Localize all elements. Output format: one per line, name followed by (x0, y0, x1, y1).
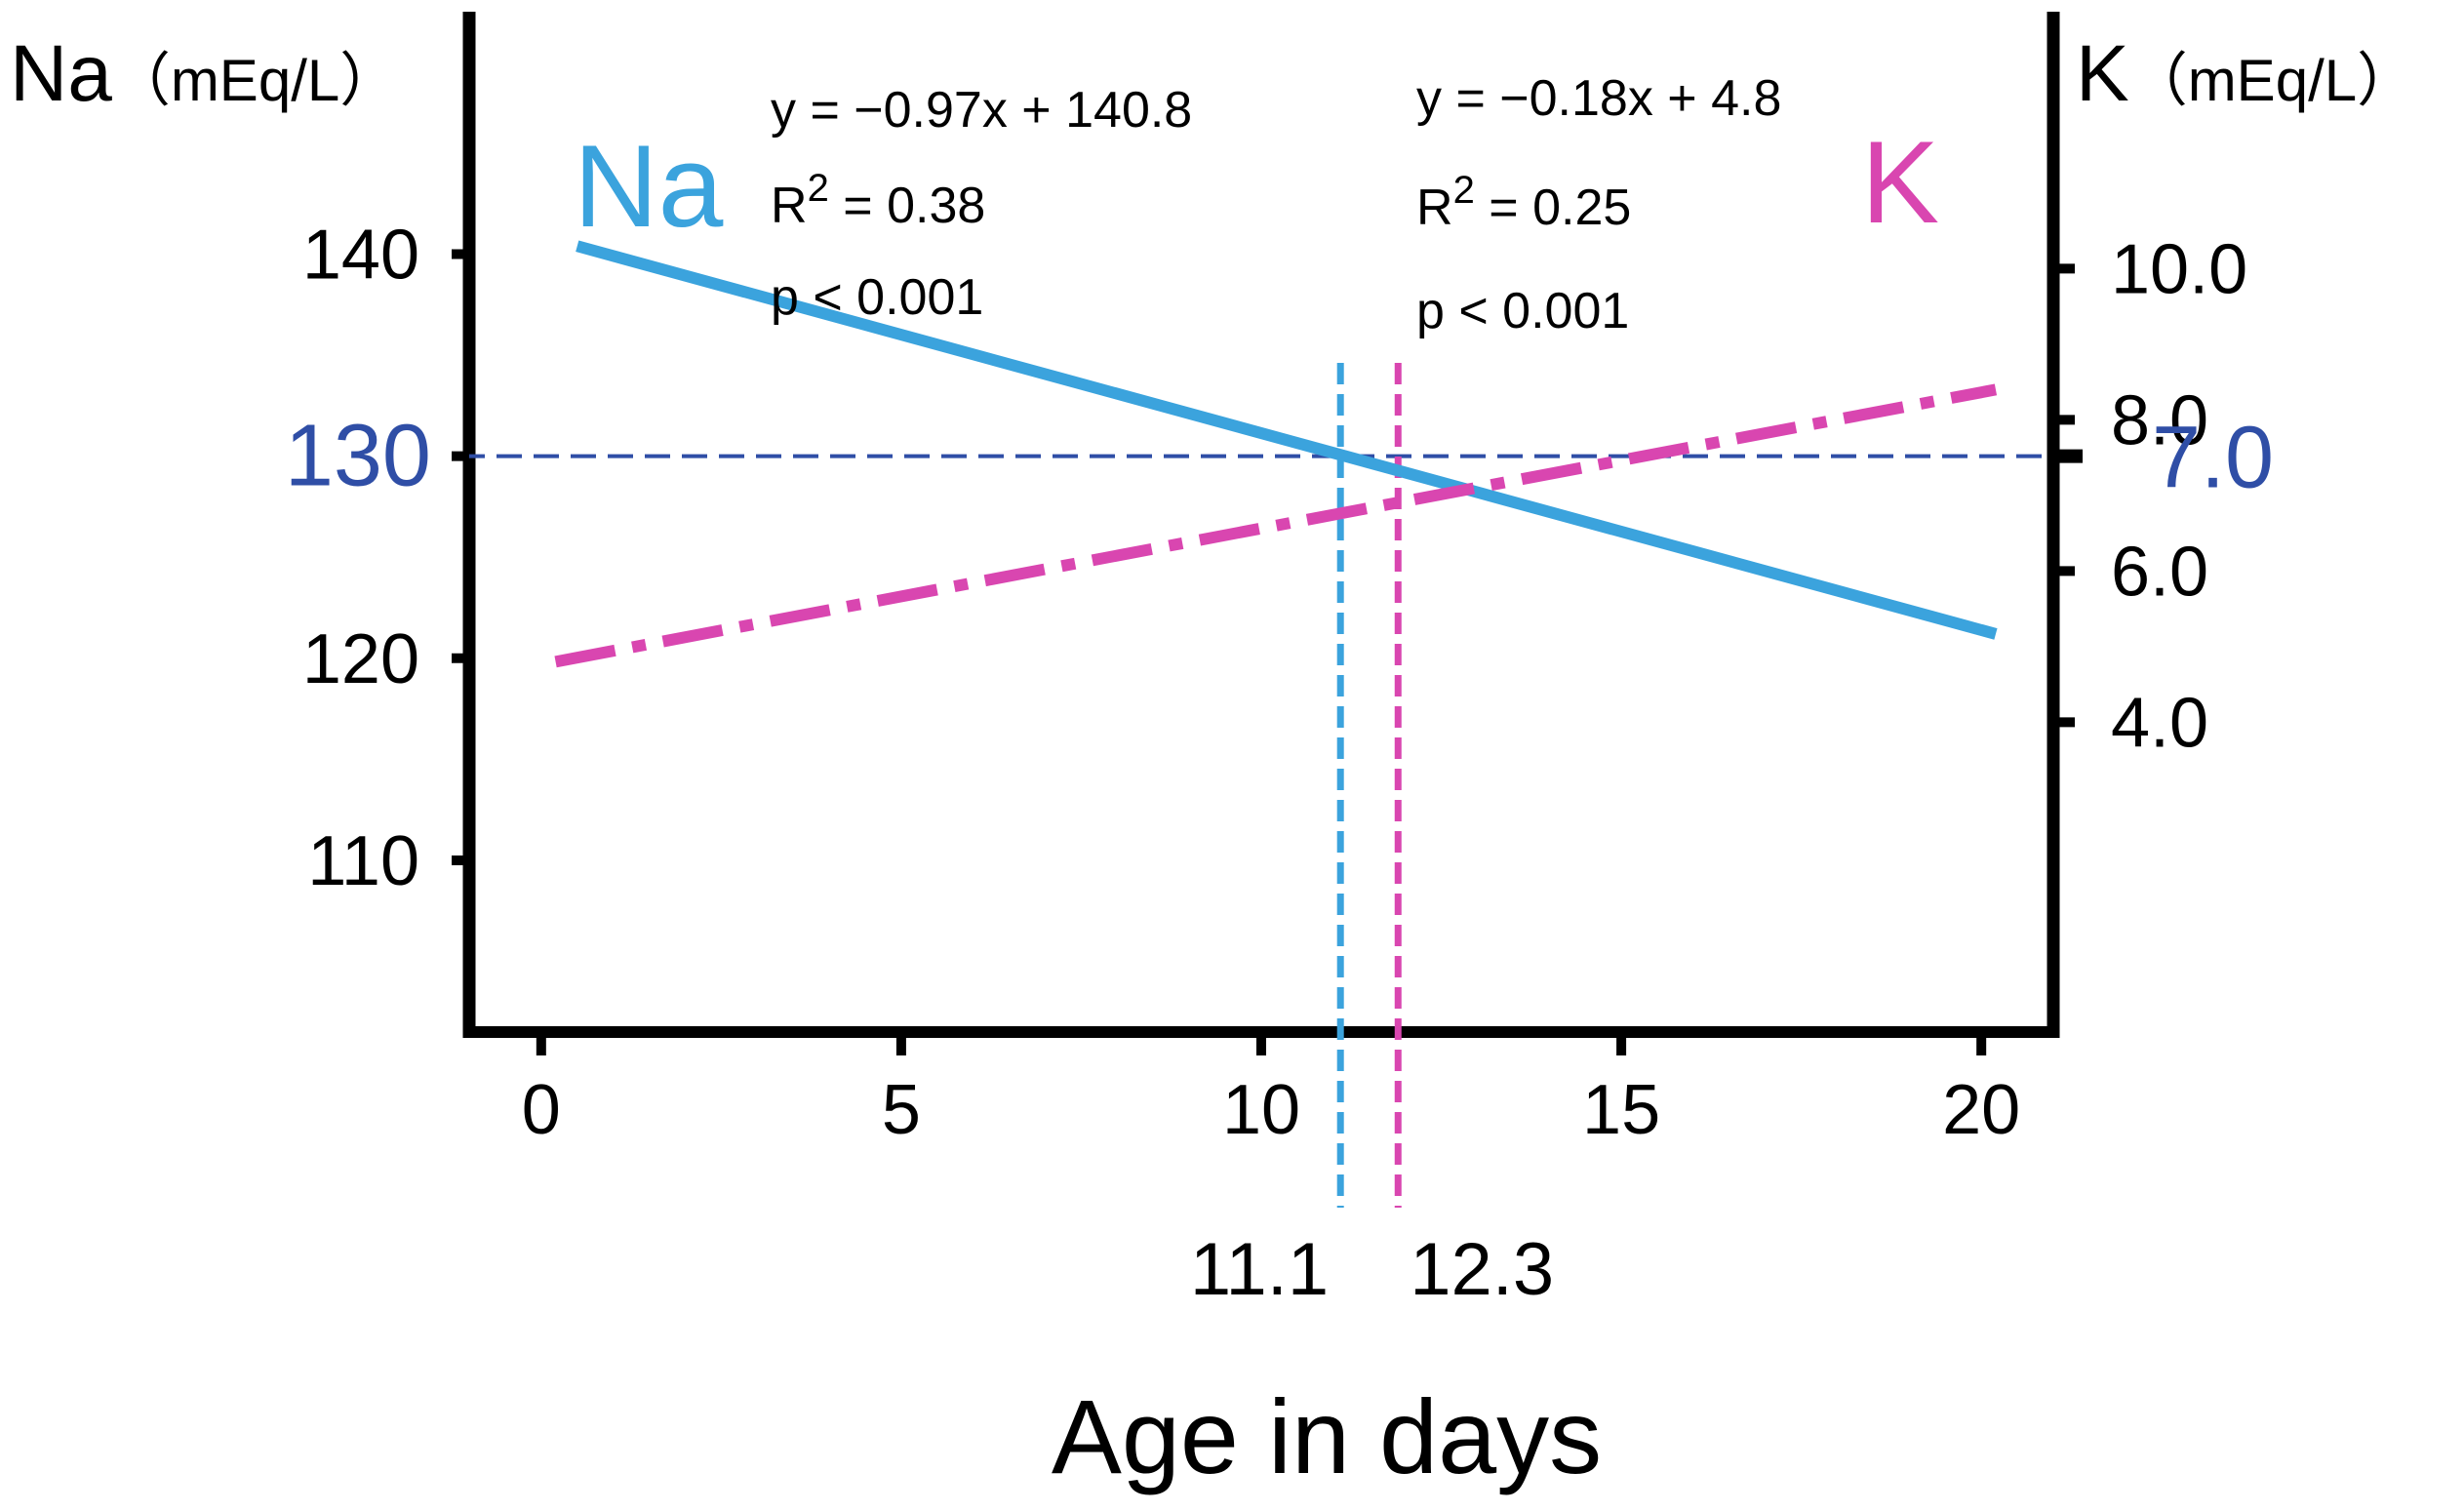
na-series-label: Na (574, 121, 724, 252)
k-tick-label-highlight: 7.0 (2152, 410, 2274, 507)
k-r2: R2 = 0.25 (1416, 169, 1631, 236)
x-tick-label-0: 0 (522, 1071, 561, 1149)
reference-line-label-2: 12.3 (1410, 1228, 1554, 1311)
series-line-na (576, 240, 1998, 640)
na-tick-label-140: 140 (302, 217, 419, 295)
right-axis-title: K（mEq/L） (2076, 29, 2415, 118)
x-tick-label-5: 5 (882, 1071, 921, 1149)
na-p-value: p < 0.001 (771, 269, 983, 326)
x-axis-title: Age in days (1052, 1377, 1602, 1495)
k-series-label: K (1861, 117, 1939, 248)
k-tick-label-10.0: 10.0 (2111, 230, 2247, 308)
x-tick-label-10: 10 (1222, 1071, 1300, 1149)
left-axis-title: Na（mEq/L） (10, 29, 398, 118)
reference-line-label-1: 11.1 (1190, 1228, 1329, 1311)
k-p-value: p < 0.001 (1416, 283, 1629, 339)
na-r2: R2 = 0.38 (771, 167, 985, 234)
k-tick-label-6.0: 6.0 (2111, 533, 2208, 611)
k-tick-label-8.0: 8.0 (2111, 381, 2208, 459)
na-tick-label-120: 120 (302, 620, 419, 698)
na-tick-label-110: 110 (307, 822, 419, 900)
x-tick-label-15: 15 (1582, 1071, 1660, 1149)
na-tick-label-130: 130 (285, 408, 431, 505)
series-line-k (554, 383, 1998, 668)
x-tick-label-20: 20 (1942, 1071, 2020, 1149)
na-equation: y = −0.97x + 140.8 (771, 82, 1192, 139)
k-equation: y = −0.18x + 4.8 (1416, 70, 1781, 127)
k-tick-label-4.0: 4.0 (2111, 684, 2208, 762)
